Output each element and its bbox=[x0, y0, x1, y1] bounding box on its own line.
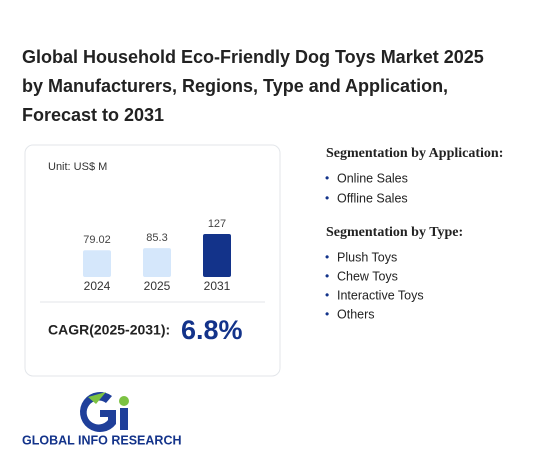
title-line: Forecast to 2031 bbox=[22, 105, 164, 125]
value-label: 127 bbox=[208, 218, 226, 230]
logo-text: GLOBAL INFO RESEARCH bbox=[22, 433, 182, 447]
bullet: • bbox=[325, 269, 329, 283]
segment-item: Interactive Toys bbox=[337, 288, 424, 302]
logo bbox=[80, 392, 129, 432]
bullet: • bbox=[325, 250, 329, 264]
bullet: • bbox=[325, 307, 329, 321]
logo-mark bbox=[80, 392, 116, 432]
logo-mark bbox=[120, 408, 128, 430]
value-label: 85.3 bbox=[146, 232, 167, 244]
bullet: • bbox=[325, 171, 329, 185]
x-tick-label: 2024 bbox=[84, 279, 111, 293]
segment-item: Online Sales bbox=[337, 171, 408, 185]
bullet: • bbox=[325, 288, 329, 302]
unit-label: Unit: US$ M bbox=[48, 161, 107, 173]
segment-item: Others bbox=[337, 307, 375, 321]
value-label: 79.02 bbox=[83, 234, 111, 246]
bullet: • bbox=[325, 191, 329, 205]
bar bbox=[203, 234, 231, 277]
x-tick-label: 2031 bbox=[204, 279, 231, 293]
segment-heading: Segmentation by Type: bbox=[326, 225, 463, 240]
segment-heading: Segmentation by Application: bbox=[326, 146, 503, 161]
logo-mark bbox=[88, 392, 106, 404]
segment-item: Offline Sales bbox=[337, 191, 408, 205]
title-line: by Manufacturers, Regions, Type and Appl… bbox=[22, 76, 448, 96]
cagr-label: CAGR(2025-2031): bbox=[48, 322, 170, 338]
segment-item: Chew Toys bbox=[337, 269, 398, 283]
x-tick-label: 2025 bbox=[144, 279, 171, 293]
bar bbox=[143, 248, 171, 277]
cagr-value: 6.8% bbox=[181, 315, 243, 345]
title-line: Global Household Eco-Friendly Dog Toys M… bbox=[22, 47, 484, 67]
segment-item: Plush Toys bbox=[337, 250, 397, 264]
logo-mark bbox=[119, 396, 129, 406]
bar bbox=[83, 250, 111, 277]
